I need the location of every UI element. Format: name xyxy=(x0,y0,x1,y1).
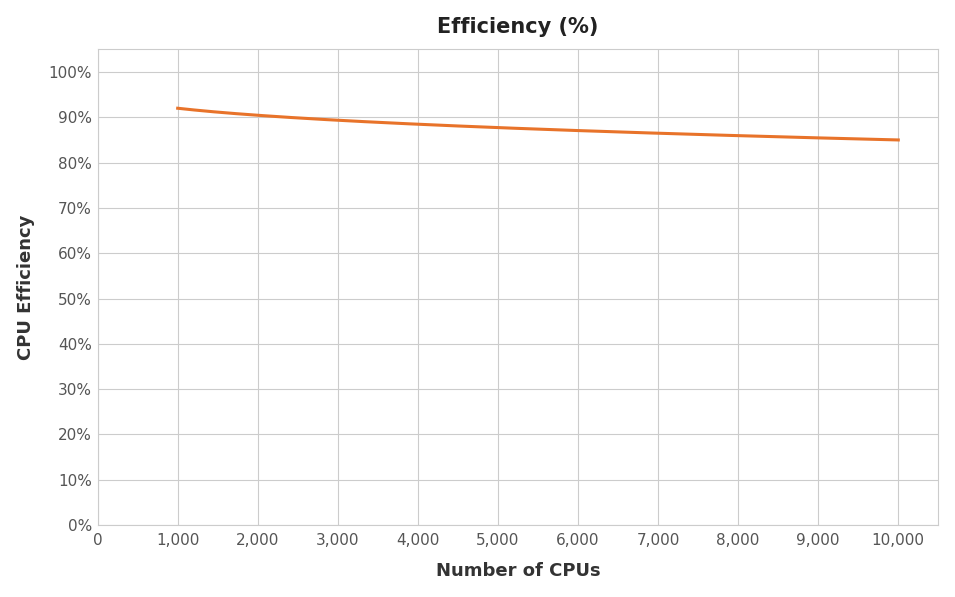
Y-axis label: CPU Efficiency: CPU Efficiency xyxy=(16,214,34,360)
Title: Efficiency (%): Efficiency (%) xyxy=(437,17,599,36)
X-axis label: Number of CPUs: Number of CPUs xyxy=(435,562,601,580)
